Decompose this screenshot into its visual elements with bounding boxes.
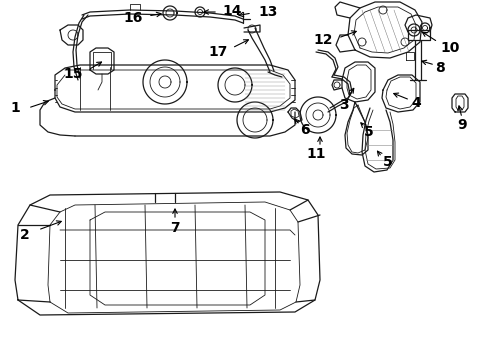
Text: 15: 15 [63,67,83,81]
Text: 1: 1 [10,101,20,115]
Text: 14: 14 [222,4,242,18]
Text: 4: 4 [411,96,421,110]
Text: 5: 5 [383,155,393,169]
Text: 10: 10 [440,41,459,55]
Text: 8: 8 [435,61,445,75]
Text: 13: 13 [258,5,277,19]
Text: 12: 12 [313,33,333,47]
Text: 2: 2 [20,228,30,242]
Text: 6: 6 [300,123,310,137]
Text: 16: 16 [123,11,143,25]
Text: 9: 9 [457,118,467,132]
Text: 5: 5 [364,125,374,139]
Text: 3: 3 [339,98,349,112]
Text: 11: 11 [306,147,326,161]
Text: 7: 7 [170,221,180,235]
Text: 17: 17 [208,45,228,59]
